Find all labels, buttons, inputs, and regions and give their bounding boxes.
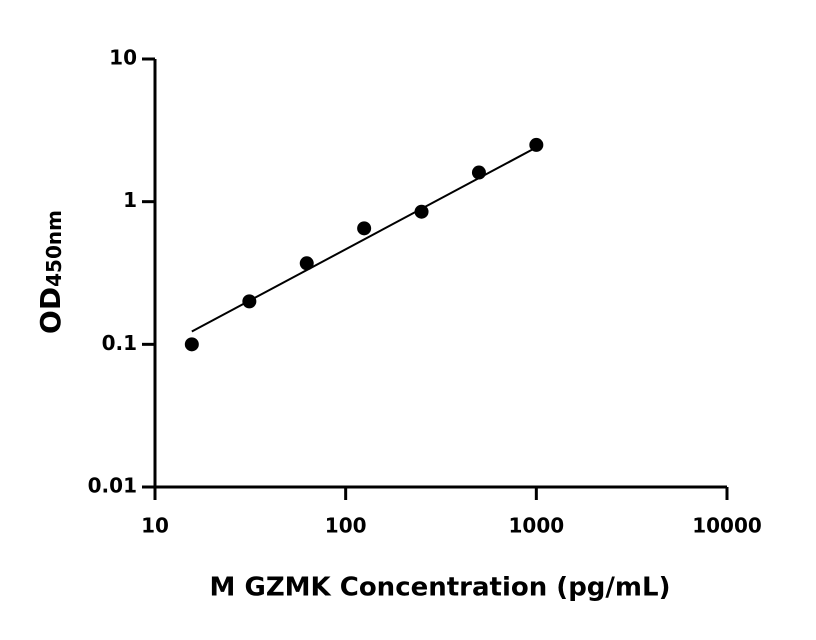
x-tick-label: 10000	[692, 514, 762, 538]
data-point	[471, 165, 486, 180]
y-tick-label: 0.1	[102, 331, 137, 355]
y-axis-label-main: OD	[34, 287, 67, 334]
data-point	[184, 337, 199, 352]
y-axis-label: OD450nm	[34, 210, 67, 334]
data-point	[529, 137, 544, 152]
x-tick-label: 100	[325, 514, 367, 538]
y-tick-label: 1	[123, 188, 137, 212]
y-tick-label: 0.01	[88, 474, 137, 498]
y-tick-label: 10	[109, 46, 137, 70]
data-point	[357, 221, 372, 236]
data-point	[242, 294, 257, 309]
x-axis-label: M GZMK Concentration (pg/mL)	[210, 573, 671, 603]
x-tick-label: 1000	[508, 514, 564, 538]
data-point	[414, 204, 429, 219]
x-tick-label: 10	[141, 514, 169, 538]
data-point	[299, 256, 314, 271]
y-axis-label-sub: 450nm	[42, 210, 66, 287]
